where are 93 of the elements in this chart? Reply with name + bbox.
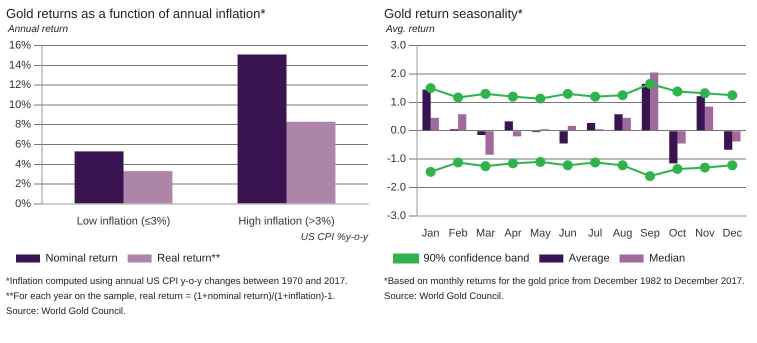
x-tick-label: Jan bbox=[422, 227, 440, 240]
bar bbox=[504, 121, 513, 130]
point bbox=[727, 90, 738, 100]
point bbox=[618, 160, 628, 170]
y-tick-label: 1.0 bbox=[390, 96, 406, 108]
text: *Based on monthly returns for the gold price from December 1982 to December 2017. bbox=[384, 276, 746, 288]
bar bbox=[677, 131, 686, 144]
y-tick-label: -1.0 bbox=[386, 153, 406, 166]
point bbox=[590, 157, 600, 168]
point bbox=[590, 92, 600, 102]
x-axis-title: US CPI %y-o-y bbox=[300, 232, 369, 243]
y-tick-label: 8% bbox=[15, 118, 32, 131]
x-tick-label: Apr bbox=[504, 227, 522, 240]
legend-label: 90% confidence band bbox=[424, 252, 530, 265]
y-tick-label: 12% bbox=[8, 79, 32, 92]
point bbox=[645, 171, 656, 182]
point bbox=[562, 88, 573, 99]
bar bbox=[512, 131, 522, 136]
x-tick-label: Mar bbox=[476, 227, 496, 240]
point bbox=[508, 92, 518, 102]
y-tick-label: 3.0 bbox=[390, 40, 406, 52]
bar bbox=[650, 72, 658, 130]
bar bbox=[614, 114, 623, 130]
bar bbox=[669, 131, 678, 164]
x-tick-label: High inflation (>3%) bbox=[238, 215, 335, 228]
x-tick-label: Feb bbox=[448, 227, 468, 240]
bar bbox=[286, 122, 336, 204]
point bbox=[535, 94, 546, 104]
point bbox=[480, 161, 491, 172]
legend-label: Real return** bbox=[157, 252, 221, 265]
x-tick-label: Low inflation (≤3%) bbox=[76, 215, 170, 228]
source-note: Source: World Gold Council. bbox=[384, 291, 505, 303]
y-tick-label: 4% bbox=[15, 158, 32, 170]
x-tick-label: Sep bbox=[640, 227, 660, 240]
point bbox=[700, 88, 710, 98]
bar bbox=[586, 123, 596, 130]
point bbox=[426, 83, 436, 94]
bar bbox=[477, 131, 486, 135]
bar bbox=[430, 118, 439, 130]
point bbox=[562, 160, 573, 170]
bar bbox=[458, 114, 466, 130]
bar bbox=[74, 151, 124, 204]
point bbox=[645, 78, 656, 89]
y-tick-label: 14% bbox=[8, 59, 32, 72]
point bbox=[480, 88, 491, 99]
legend-label: Median bbox=[649, 252, 686, 265]
x-tick-label: May bbox=[530, 227, 552, 240]
x-tick-label: Aug bbox=[612, 227, 632, 240]
legend-label: Average bbox=[568, 252, 610, 265]
x-tick-label: Nov bbox=[695, 227, 716, 240]
point bbox=[727, 160, 738, 170]
y-tick-label: 10% bbox=[8, 98, 32, 111]
point bbox=[453, 157, 464, 168]
bar bbox=[732, 131, 741, 142]
y-tick-label: 0.0 bbox=[390, 124, 406, 137]
point bbox=[508, 158, 518, 168]
y-axis-title: Avg. return bbox=[386, 24, 436, 36]
y-tick-label: 16% bbox=[8, 40, 32, 52]
bar bbox=[486, 131, 494, 155]
y-tick-label: 2% bbox=[15, 178, 32, 190]
point bbox=[672, 164, 682, 174]
x-tick-label: Jul bbox=[588, 227, 602, 240]
bar bbox=[422, 90, 431, 130]
point bbox=[618, 90, 628, 100]
bar bbox=[238, 54, 287, 204]
bar bbox=[568, 126, 576, 130]
bar bbox=[622, 118, 631, 130]
y-tick-label: 2.0 bbox=[390, 68, 406, 80]
x-tick-label: Dec bbox=[722, 227, 743, 240]
bar bbox=[642, 84, 650, 130]
x-tick-label: Jun bbox=[558, 227, 577, 240]
point bbox=[535, 156, 546, 167]
bar bbox=[724, 131, 732, 150]
bar bbox=[560, 131, 568, 144]
bar bbox=[124, 171, 172, 204]
y-axis-title: Annual return bbox=[8, 24, 70, 36]
y-tick-label: -2.0 bbox=[386, 181, 406, 194]
point bbox=[672, 86, 682, 97]
source-note: Source: World Gold Council. bbox=[6, 306, 127, 318]
x-tick-label: Oct bbox=[668, 227, 686, 240]
point bbox=[453, 92, 464, 103]
y-tick-label: -3.0 bbox=[386, 210, 406, 222]
chart-title: Gold returns as a function of annual inflation* bbox=[6, 6, 266, 23]
text: *Inflation computed using annual US CPI y-o-y changes between 1970 and 2017. bbox=[6, 276, 349, 288]
text: **For each year on the sample, real return = (1+nominal return)/(1+inflation)-1. bbox=[6, 291, 336, 303]
point bbox=[426, 166, 436, 177]
chart-title: Gold return seasonality* bbox=[384, 6, 524, 23]
legend-label: Nominal return bbox=[46, 252, 118, 265]
bar bbox=[696, 96, 705, 130]
bar bbox=[704, 106, 714, 130]
y-tick-label: 6% bbox=[15, 138, 32, 151]
point bbox=[700, 162, 710, 173]
y-tick-label: 0% bbox=[15, 198, 32, 210]
